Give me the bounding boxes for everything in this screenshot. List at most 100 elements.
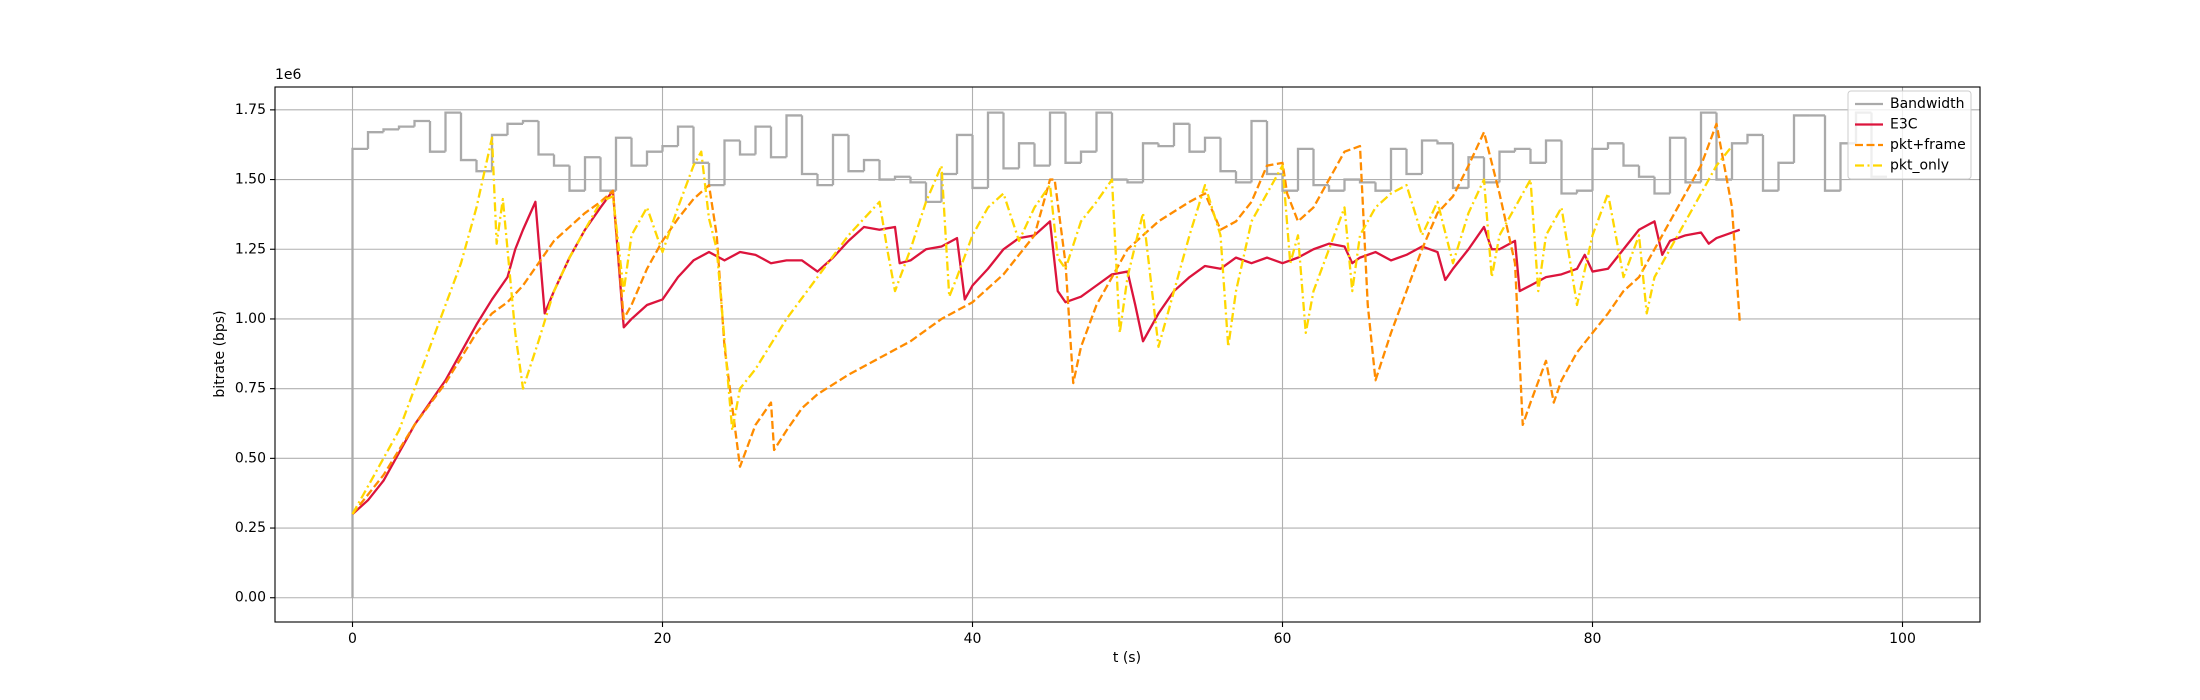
y-tick-label: 0.75 [235,381,266,397]
bandwidth-step [955,133,973,174]
bandwidth-step [614,136,632,191]
bandwidth-step [1529,148,1546,164]
y-tick-label: 1.50 [235,172,266,188]
bandwidth-step [986,111,1004,188]
bandwidth-step [1250,119,1267,183]
bandwidth-step [769,126,787,159]
y-tick-label: 0.25 [235,520,266,536]
bandwidth-step [583,156,601,191]
bandwidth-step [1343,178,1360,191]
plot-frame [274,86,1981,623]
bandwidth-step [1312,148,1329,187]
series-line [351,122,1741,515]
bandwidth-step [831,133,849,186]
legend-label: Bandwidth [1890,96,1965,112]
bandwidth-step [552,154,570,167]
bandwidth-step [893,175,911,180]
bandwidth-step [1172,122,1190,147]
bandwidth-step [1296,147,1314,191]
bandwidth-step [1575,189,1593,194]
bandwidth-step [568,165,585,192]
bandwidth-step [366,131,384,149]
y-tick-label: 1.00 [235,311,266,327]
bandwidth-step [1699,111,1717,183]
y-tick-label: 0.50 [235,450,266,466]
x-tick-label: 60 [1274,631,1292,647]
bandwidth-step [661,144,678,152]
bandwidth-step [1033,143,1050,167]
bandwidth-step [1219,137,1236,173]
bandwidth-step [1405,148,1422,176]
bandwidth-step [645,150,663,166]
bandwidth-step [878,160,895,181]
bandwidth-step [692,126,709,164]
bandwidth-step [1777,161,1794,191]
bandwidth-step [351,147,368,598]
x-axis-label: t (s) [1113,650,1141,666]
bandwidth-step [1203,136,1221,152]
bandwidth-step [1126,179,1143,184]
legend-box [1847,90,1972,180]
bandwidth-step [1730,142,1748,180]
bandwidth-step [1451,143,1469,190]
bandwidth-step [428,121,446,153]
bandwidth-step [1079,150,1097,163]
bandwidth-step [1188,123,1205,153]
bandwidth-step [1327,185,1345,192]
x-tick-label: 40 [964,631,982,647]
bandwidth-step [397,125,415,130]
bandwidth-step [1389,147,1407,191]
bandwidth-step [1544,139,1562,163]
bandwidth-step [1265,121,1283,176]
bandwidth-step [862,158,880,172]
y-tick-label: 1.75 [235,102,266,118]
bandwidth-step [1095,111,1112,152]
bandwidth-step [1560,140,1577,195]
bandwidth-step [521,119,539,124]
bandwidth-step [1637,165,1655,178]
bandwidth-step [816,173,833,187]
bandwidth-step [1420,139,1438,174]
bandwidth-step [707,162,725,187]
bandwidth-step [1436,140,1453,145]
bandwidth-step [475,160,492,173]
bandwidth-step [1017,142,1035,169]
bandwidth-step [1157,143,1174,148]
bandwidth-step [1622,143,1639,167]
bandwidth-step [1606,142,1624,149]
x-tick-label: 0 [348,631,357,647]
bandwidth-step [785,114,802,158]
bandwidth-step [847,134,864,173]
bandwidth-step [1823,115,1841,192]
bandwidth-step [1467,156,1484,188]
y-axis-label: bitrate (bps) [212,310,228,397]
y-offset-text: 1e6 [275,67,302,83]
bandwidth-step [1684,137,1701,184]
bandwidth-step [382,128,399,133]
bandwidth-step [459,112,477,162]
bandwidth-step [1358,179,1376,184]
x-tick-label: 100 [1889,631,1916,647]
y-tick-label: 0.00 [235,590,266,606]
bandwidth-step [1141,142,1159,183]
bandwidth-step [506,122,523,135]
legend-label: E3C [1890,117,1918,133]
bandwidth-step [909,176,926,184]
bandwidth-step [537,121,554,156]
bandwidth-step [1746,133,1763,144]
series-line [351,189,1741,515]
bandwidth-step [1591,147,1608,191]
bandwidth-step [1374,182,1391,192]
bandwidth-step [1792,114,1810,163]
bandwidth-step [490,133,508,172]
bandwidth-step [1513,147,1531,152]
bandwidth-step [1110,112,1128,181]
bandwidth-step [1002,112,1019,170]
bandwidth-step [444,111,461,152]
bandwidth-step [738,140,756,156]
bandwidth-step [1668,136,1686,194]
bandwidth-step [676,125,694,147]
legend-label: pkt+frame [1890,137,1966,153]
bandwidth-step [723,139,740,186]
